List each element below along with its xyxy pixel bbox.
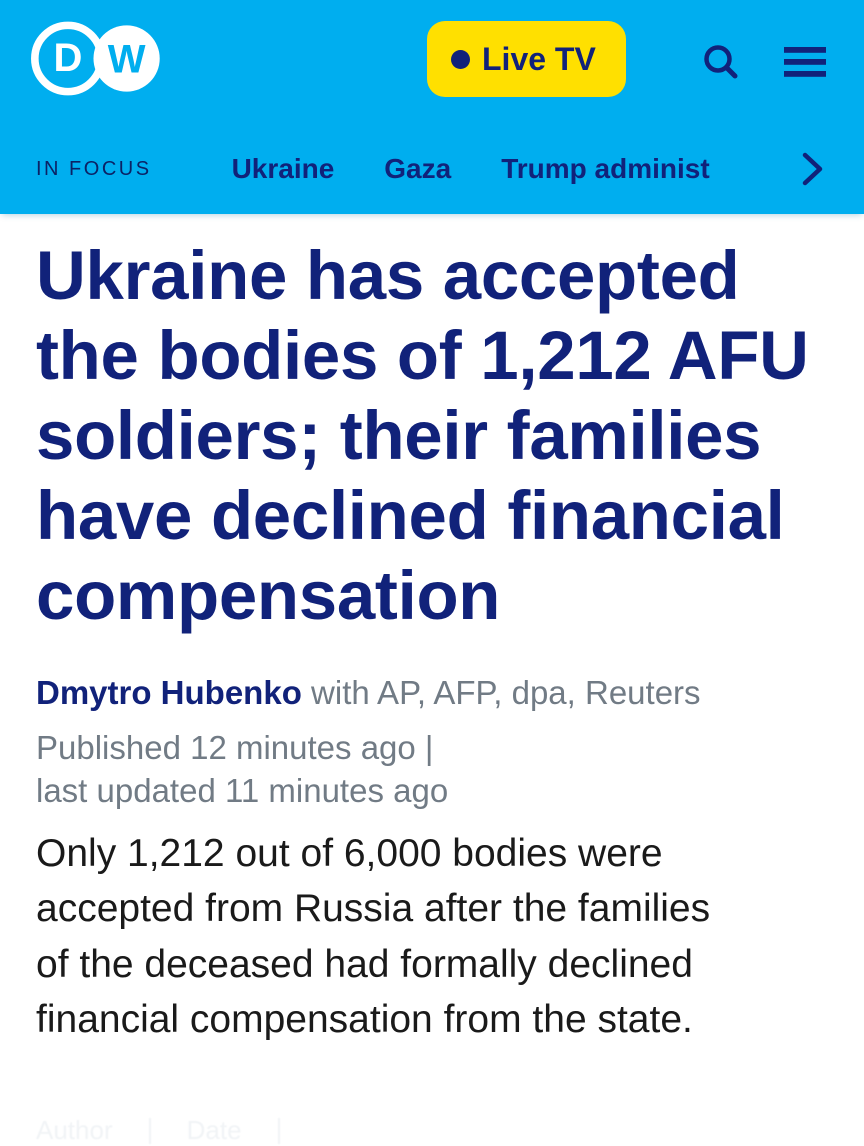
svg-text:W: W bbox=[108, 37, 146, 81]
svg-text:D: D bbox=[53, 35, 82, 79]
